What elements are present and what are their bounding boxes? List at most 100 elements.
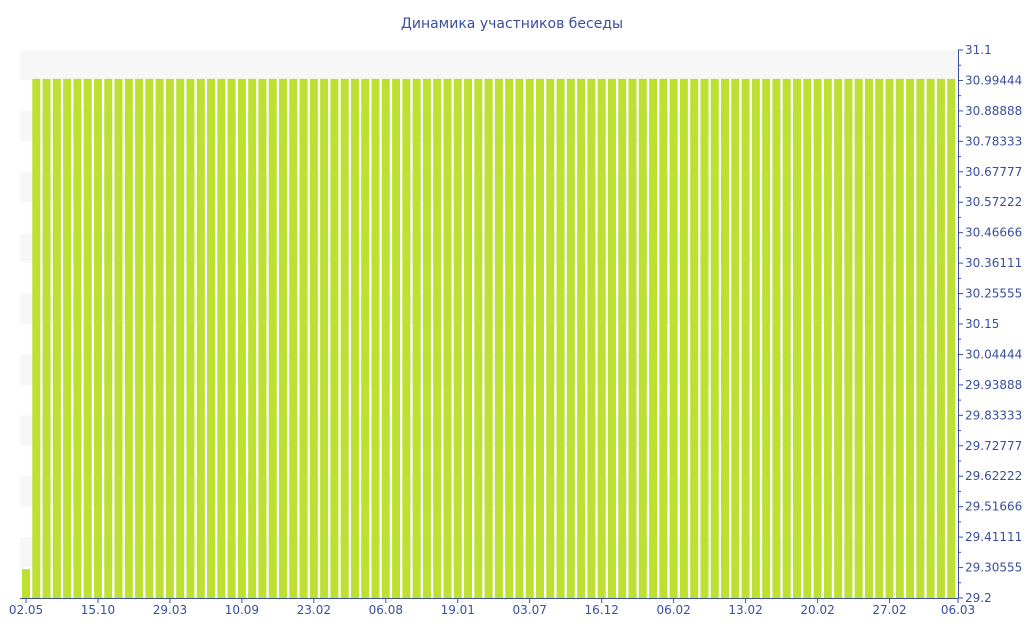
bar [926, 78, 935, 598]
bar [371, 78, 380, 598]
y-tick-label: 30.36111 [965, 256, 1022, 270]
bar [433, 78, 442, 598]
bar [710, 78, 719, 598]
bar [700, 78, 709, 598]
bar [628, 78, 637, 598]
bar [464, 78, 473, 598]
bar [793, 78, 801, 598]
chart-title: Динамика участников беседы [401, 16, 623, 32]
bar [505, 78, 514, 598]
bar [834, 78, 843, 598]
bar [536, 78, 544, 598]
bar [844, 78, 853, 598]
bar [350, 78, 359, 598]
y-tick-label: 30.67777 [965, 165, 1022, 179]
bar [412, 78, 421, 598]
y-tick-label: 30.88888 [965, 104, 1022, 118]
bar [124, 78, 133, 598]
bar [207, 78, 216, 598]
y-tick-label: 30.25555 [965, 287, 1022, 301]
bar [906, 78, 915, 598]
bar [782, 78, 791, 598]
bar [577, 78, 586, 598]
y-tick-label: 30.04444 [965, 347, 1022, 361]
bar [494, 78, 503, 598]
bar [422, 78, 431, 598]
bar [823, 78, 832, 598]
bar [864, 78, 873, 598]
bar [114, 78, 123, 598]
bar [803, 78, 812, 598]
y-tick-label: 31.1 [965, 43, 992, 57]
y-tick-label: 29.51666 [965, 500, 1022, 514]
x-tick-label: 10.09 [225, 603, 259, 617]
bar [659, 78, 668, 598]
bar [772, 78, 781, 598]
x-tick-label: 19.01 [441, 603, 475, 617]
y-tick-label: 29.83333 [965, 408, 1022, 422]
x-tick-label: 02.05 [9, 603, 43, 617]
bar [607, 78, 616, 598]
bar [381, 78, 390, 598]
bar [135, 78, 144, 598]
bar [679, 78, 688, 598]
bar [875, 78, 884, 598]
x-axis-ticks: 02.05 15.10 29.03 10.09 23.02 06.08 19.01 03.07… [9, 598, 975, 617]
bar [587, 78, 596, 598]
bar [83, 78, 92, 598]
bar [268, 78, 277, 598]
x-tick-label: 03.07 [513, 603, 547, 617]
bar [443, 78, 452, 598]
bar [299, 78, 308, 598]
bar [248, 78, 257, 598]
bar [854, 78, 863, 598]
x-tick-label: 06.02 [656, 603, 690, 617]
bar [638, 78, 647, 598]
bar [916, 78, 925, 598]
y-tick-label: 29.2 [965, 591, 992, 605]
bar [155, 78, 164, 598]
bar [176, 78, 185, 598]
grid-band [20, 50, 958, 81]
bar [93, 78, 102, 598]
bar [751, 78, 760, 598]
x-tick-label: 13.02 [728, 603, 762, 617]
bar [145, 78, 154, 598]
bar [52, 78, 61, 598]
bar [289, 78, 298, 598]
bar [32, 78, 41, 598]
bar [885, 78, 894, 598]
bar [597, 78, 606, 598]
bar [320, 78, 329, 598]
y-tick-label: 29.41111 [965, 530, 1022, 544]
x-tick-label: 27.02 [872, 603, 906, 617]
bar [566, 78, 575, 598]
y-tick-label: 30.57222 [965, 195, 1022, 209]
y-tick-label: 29.30555 [965, 561, 1022, 575]
x-tick-label: 06.03 [941, 603, 975, 617]
bar [104, 78, 113, 598]
bar [546, 78, 555, 598]
bar [63, 78, 72, 598]
bar [690, 78, 699, 598]
bar [402, 78, 411, 598]
bar [361, 78, 370, 598]
y-tick-label: 29.93888 [965, 378, 1022, 392]
bar [762, 78, 771, 598]
x-tick-label: 20.02 [800, 603, 834, 617]
bar [227, 78, 236, 598]
bar [936, 78, 945, 598]
y-tick-label: 30.78333 [965, 134, 1022, 148]
bar [618, 78, 627, 598]
x-tick-label: 23.02 [297, 603, 331, 617]
bar [525, 78, 534, 598]
bar [556, 78, 565, 598]
bar [731, 78, 740, 598]
bar [165, 78, 174, 598]
bar [649, 78, 658, 598]
x-tick-label: 16.12 [585, 603, 619, 617]
bar [196, 78, 205, 598]
bar [474, 78, 483, 598]
x-tick-label: 06.08 [369, 603, 403, 617]
